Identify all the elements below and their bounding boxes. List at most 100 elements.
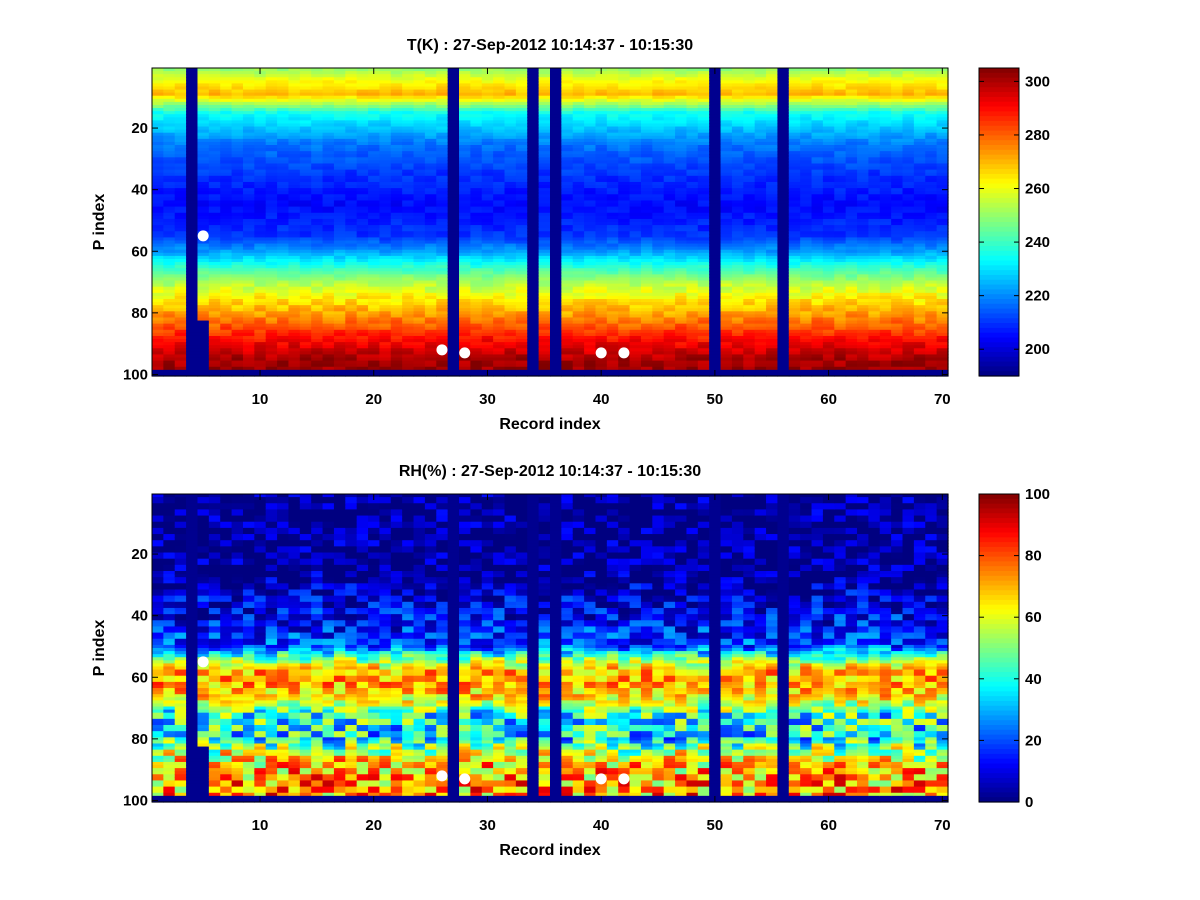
temperature-heatmap-cell (447, 181, 460, 186)
temperature-heatmap-cell (208, 203, 221, 208)
temperature-heatmap-cell (333, 246, 346, 251)
temperature-heatmap-cell (311, 83, 324, 88)
temperature-heatmap-cell (242, 311, 255, 315)
temperature-heatmap-cell (152, 151, 164, 155)
temperature-heatmap-cell (186, 117, 199, 121)
temperature-heatmap-cell (277, 295, 290, 300)
temperature-heatmap-cell (265, 354, 278, 359)
temperature-heatmap-cell (186, 123, 199, 128)
temperature-heatmap-cell (424, 234, 437, 238)
temperature-heatmap-cell (242, 255, 255, 260)
temperature-heatmap-cell (299, 329, 312, 334)
temperature-heatmap-cell (379, 262, 392, 266)
temperature-heatmap-cell (152, 329, 164, 334)
temperature-heatmap-cell (197, 209, 210, 214)
temperature-heatmap-cell (242, 74, 255, 78)
temperature-heatmap-cell (174, 145, 187, 149)
temperature-heatmap-cell (311, 80, 324, 84)
temperature-heatmap-cell (356, 249, 369, 254)
temperature-heatmap-cell (242, 366, 255, 371)
temperature-heatmap-cell (356, 98, 369, 103)
temperature-heatmap-cell (265, 160, 278, 165)
temperature-heatmap-cell (311, 218, 324, 223)
temperature-heatmap-cell (333, 240, 346, 245)
temperature-heatmap-cell (242, 86, 255, 91)
temperature-heatmap-cell (288, 163, 301, 168)
temperature-heatmap-cell (333, 197, 346, 202)
temperature-heatmap-cell (356, 71, 369, 75)
temperature-heatmap-cell (197, 354, 210, 359)
temperature-heatmap-cell (322, 228, 335, 232)
temperature-heatmap-cell (288, 268, 301, 272)
temperature-heatmap-cell (424, 289, 437, 294)
temperature-heatmap-cell (356, 335, 369, 340)
temperature-heatmap-cell (163, 228, 176, 232)
temperature-heatmap-cell (356, 141, 369, 146)
temperature-heatmap-cell (152, 369, 164, 374)
temperature-heatmap-cell (197, 243, 210, 248)
temperature-heatmap-cell (424, 175, 437, 180)
temperature-heatmap-cell (345, 185, 358, 189)
temperature-heatmap-cell (447, 169, 460, 174)
temperature-heatmap-cell (208, 271, 221, 275)
temperature-heatmap-cell (436, 98, 449, 103)
temperature-heatmap-cell (186, 354, 199, 359)
temperature-heatmap-cell (186, 265, 199, 269)
temperature-heatmap-cell (288, 339, 301, 343)
temperature-heatmap-cell (288, 265, 301, 269)
temperature-heatmap-cell (163, 299, 176, 303)
temperature-heatmap-cell (231, 92, 244, 97)
temperature-heatmap-cell (265, 98, 278, 103)
temperature-heatmap-cell (231, 166, 244, 171)
temperature-heatmap-cell (174, 339, 187, 343)
temperature-heatmap-cell (288, 345, 301, 349)
temperature-heatmap-cell (424, 191, 437, 195)
temperature-heatmap-cell (447, 372, 460, 377)
temperature-heatmap-cell (208, 354, 221, 359)
temperature-heatmap-cell (186, 209, 199, 214)
temperature-heatmap-cell (413, 240, 426, 245)
temperature-heatmap-cell (242, 249, 255, 254)
temperature-heatmap-cell (368, 305, 381, 309)
temperature-heatmap-cell (333, 372, 346, 377)
temperature-heatmap-cell (368, 252, 381, 257)
temperature-heatmap-cell (322, 203, 335, 208)
temperature-heatmap-cell (254, 314, 267, 319)
temperature-heatmap-cell (322, 329, 335, 334)
temperature-heatmap-cell (379, 299, 392, 303)
temperature-heatmap-cell (208, 163, 221, 168)
temperature-heatmap-cell (152, 101, 164, 106)
temperature-heatmap-cell (356, 172, 369, 177)
temperature-heatmap-cell (152, 231, 164, 235)
temperature-heatmap-cell (333, 194, 346, 198)
temperature-heatmap-cell (220, 262, 233, 266)
temperature-heatmap-cell (277, 265, 290, 269)
temperature-heatmap-cell (197, 339, 210, 343)
temperature-heatmap-cell (242, 120, 255, 125)
temperature-heatmap-cell (459, 166, 471, 171)
temperature-heatmap-cell (288, 175, 301, 180)
temperature-heatmap-cell (379, 212, 392, 217)
temperature-heatmap-cell (288, 234, 301, 238)
temperature-heatmap-cell (368, 274, 381, 279)
temperature-heatmap-cell (174, 326, 187, 331)
temperature-heatmap-cell (242, 129, 255, 134)
temperature-heatmap-cell (186, 280, 199, 285)
temperature-heatmap-cell (447, 191, 460, 195)
temperature-heatmap-cell (174, 92, 187, 97)
temperature-heatmap-cell (254, 354, 267, 359)
temperature-heatmap-cell (265, 228, 278, 232)
temperature-heatmap-cell (186, 295, 199, 300)
temperature-heatmap-cell (356, 357, 369, 362)
temperature-heatmap-cell (197, 191, 210, 195)
temperature-heatmap-cell (254, 117, 267, 121)
temperature-heatmap-cell (288, 135, 301, 140)
temperature-heatmap-cell (311, 326, 324, 331)
temperature-heatmap-cell (402, 154, 415, 158)
temperature-heatmap-cell (163, 145, 176, 149)
temperature-heatmap-cell (208, 335, 221, 340)
temperature-heatmap-cell (299, 332, 312, 337)
temperature-heatmap-cell (152, 117, 164, 121)
temperature-heatmap-cell (242, 357, 255, 362)
temperature-heatmap-cell (231, 77, 244, 81)
